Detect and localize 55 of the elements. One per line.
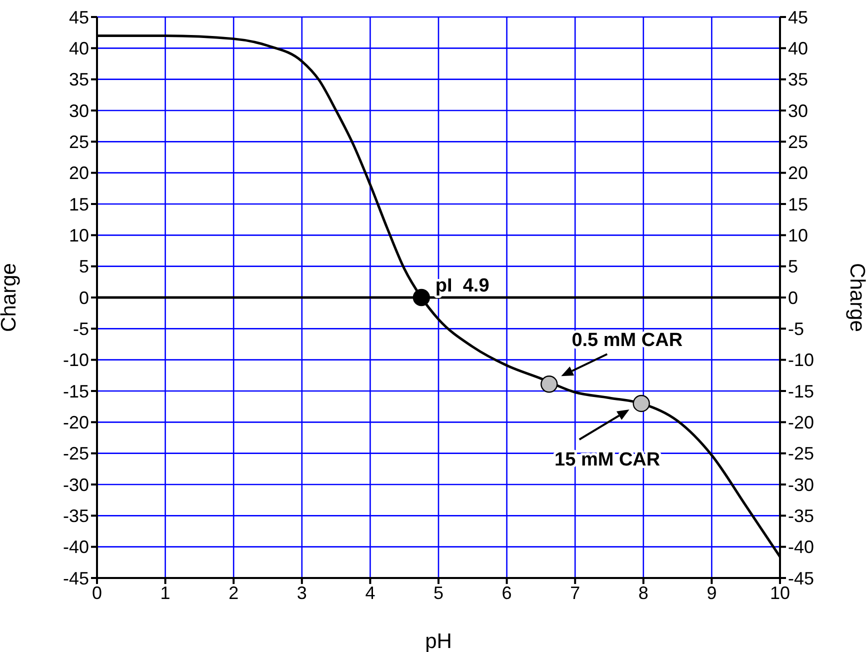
y2-tick-label: 15 — [788, 194, 808, 214]
y-tick-label: -35 — [62, 506, 89, 526]
y-tick-label: -40 — [62, 537, 89, 558]
y2-tick-label: -5 — [788, 319, 804, 340]
y-tick-label: 5 — [78, 256, 89, 277]
y2-tick-label: -10 — [788, 350, 814, 370]
y-tick-label: 25 — [68, 132, 89, 152]
point — [540, 376, 558, 393]
y-tick-label: -10 — [62, 350, 89, 370]
y2-tick-label: -40 — [788, 537, 814, 558]
y2-tick-label: 30 — [788, 100, 808, 121]
y2-axis-title: Charge — [846, 263, 866, 332]
y-tick-label: 15 — [68, 194, 89, 214]
y-tick-label: -5 — [72, 319, 89, 340]
y2-tick-label: 10 — [788, 226, 808, 246]
y-tick-label: -45 — [62, 568, 89, 588]
y-tick-label: -15 — [62, 381, 89, 402]
x-tick-label: 4 — [365, 582, 376, 603]
y2-tick-label: -35 — [788, 506, 814, 526]
x-tick-label: 1 — [160, 582, 170, 603]
y2-tick-label: -45 — [788, 568, 814, 588]
y-tick-label: 0 — [78, 288, 89, 308]
y2-tick-label: -25 — [788, 444, 814, 464]
y2-tick-label: 0 — [788, 288, 798, 308]
y-tick-label: 40 — [68, 38, 89, 59]
y-tick-label: -20 — [62, 412, 89, 433]
x-tick-label: 3 — [296, 582, 307, 603]
x-tick-label: 0 — [92, 582, 102, 603]
y2-tick-label: 5 — [788, 256, 798, 277]
y-tick-label: 30 — [68, 100, 89, 121]
point — [632, 394, 650, 412]
y2-tick-label: 45 — [788, 7, 808, 28]
y-tick-label: 45 — [68, 7, 89, 28]
y2-tick-label: 35 — [788, 70, 808, 90]
x-tick-label: 6 — [502, 582, 512, 603]
y-axis-title: Charge — [0, 263, 20, 332]
x-tick-label: 10 — [770, 582, 790, 603]
y-tick-label: 20 — [68, 163, 89, 184]
y2-tick-label: 25 — [788, 132, 808, 152]
x-tick-label: 8 — [638, 582, 648, 603]
x-tick-label: 5 — [433, 582, 444, 603]
point — [412, 288, 430, 306]
x-tick-label: 2 — [228, 582, 239, 603]
x-tick-label: 9 — [706, 582, 717, 603]
y2-tick-label: -15 — [788, 381, 814, 402]
y-tick-label: 10 — [68, 226, 89, 246]
y2-tick-label: 40 — [788, 38, 808, 59]
y2-tick-label: -30 — [788, 474, 814, 495]
x-tick-label: 7 — [570, 582, 580, 603]
x-axis-title: pH — [425, 630, 452, 652]
y-tick-label: 35 — [68, 70, 89, 90]
y-tick-label: -25 — [62, 444, 89, 464]
y2-tick-label: 20 — [788, 163, 808, 184]
y-tick-label: -30 — [62, 474, 89, 495]
y2-tick-label: -20 — [788, 412, 814, 433]
